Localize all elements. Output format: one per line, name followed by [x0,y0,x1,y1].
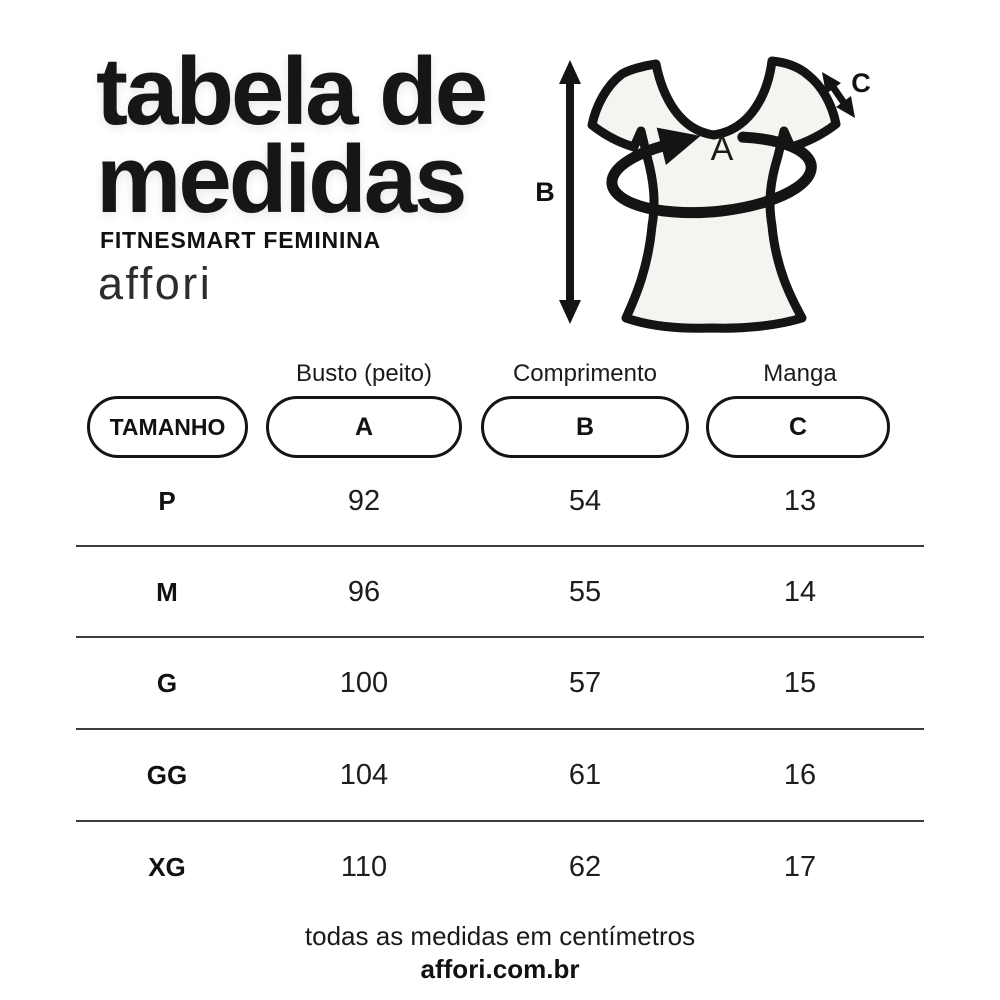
row-separator [76,820,924,822]
bust-cell: 100 [339,667,389,699]
table-row-gg: GG 104 61 16 [0,753,1000,797]
sleeve-cell: 16 [783,759,817,791]
length-cell: 61 [568,759,602,791]
column-header-sleeve: Manga [763,360,837,387]
table-row-xg: XG 110 62 17 [0,845,1000,889]
row-separator [76,545,924,547]
table-row-g: G 100 57 15 [0,661,1000,705]
product-subtitle: FITNESMART FEMININA [100,227,381,253]
pill-size-header: TAMANHO [87,396,248,458]
column-header-length: Comprimento [512,360,658,387]
length-label-b: B [535,177,555,207]
sleeve-arrow-c-icon [822,72,855,118]
length-cell: 54 [568,485,602,517]
bust-cell: 96 [347,576,381,608]
length-arrow-b-icon [559,60,581,324]
size-cell: P [158,486,176,516]
table-row-m: M 96 55 14 [0,570,1000,614]
pill-bust-header: A [266,396,462,458]
tshirt-measurement-diagram: A B C [535,56,871,333]
bust-cell: 104 [339,759,389,791]
bust-cell: 92 [347,485,381,517]
length-cell: 57 [568,667,602,699]
pill-length-header: B [481,396,689,458]
pill-sleeve-header: C [706,396,890,458]
sleeve-label-c: C [851,68,871,98]
sleeve-cell: 15 [783,667,817,699]
size-cell: M [156,577,178,607]
sleeve-cell: 14 [783,576,817,608]
page-title-line-1: tabela de [96,38,488,145]
brand-logo: affori [98,258,213,309]
size-cell: G [156,668,178,698]
sleeve-cell: 13 [783,485,817,517]
row-separator [76,728,924,730]
size-cell: XG [148,852,186,882]
table-row-p: P 92 54 13 [0,479,1000,523]
size-cell: GG [146,760,188,790]
bust-arrow-a-icon [606,127,817,219]
website-url: affori.com.br [420,954,580,984]
tshirt-outline-icon [587,56,841,333]
length-cell: 62 [568,851,602,883]
row-separator [76,636,924,638]
bust-label-a: A [711,130,734,168]
bust-cell: 110 [340,851,388,883]
page-title-line-2: medidas [96,126,467,234]
units-note: todas as medidas em centímetros [304,921,696,951]
page-title: tabela de medidas [96,38,488,234]
column-header-bust: Busto (peito) [295,360,433,387]
sleeve-cell: 17 [783,851,817,883]
length-cell: 55 [568,576,602,608]
